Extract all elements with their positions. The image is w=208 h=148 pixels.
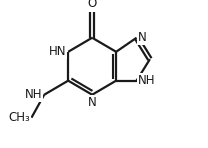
Text: N: N	[88, 96, 97, 109]
Text: HN: HN	[49, 45, 66, 58]
Text: NH: NH	[25, 88, 42, 101]
Text: N: N	[138, 31, 147, 44]
Text: NH: NH	[138, 74, 156, 87]
Text: CH₃: CH₃	[8, 111, 30, 124]
Text: O: O	[88, 0, 97, 10]
